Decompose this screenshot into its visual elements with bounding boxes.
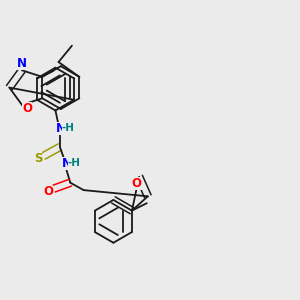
Text: O: O: [43, 184, 53, 197]
Text: -H: -H: [62, 123, 75, 133]
Text: O: O: [132, 177, 142, 190]
Text: N: N: [17, 57, 27, 70]
Text: N: N: [61, 157, 71, 170]
Text: S: S: [34, 152, 42, 165]
Text: -H: -H: [68, 158, 81, 168]
Text: N: N: [56, 122, 65, 135]
Text: O: O: [22, 102, 32, 115]
